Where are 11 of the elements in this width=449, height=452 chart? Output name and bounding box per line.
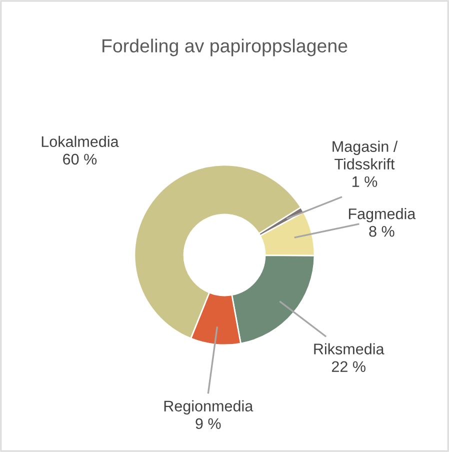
- slice-label: Fagmedia: [348, 208, 416, 222]
- data-label: 9 %: [196, 418, 221, 430]
- data-label: 8 %: [369, 226, 394, 237]
- data-label: 1 %: [352, 176, 378, 188]
- slice-label: Magasin / Tidsskrift: [332, 140, 398, 170]
- slice-label: Regionmedia: [164, 400, 254, 415]
- slice-label: Riksmedia: [314, 343, 384, 354]
- data-label: 60 %: [63, 154, 97, 165]
- slice-label: Lokalmedia: [42, 136, 119, 148]
- chart-title: Fordeling av papiroppslagene: [102, 38, 348, 56]
- data-label: 22 %: [332, 361, 366, 372]
